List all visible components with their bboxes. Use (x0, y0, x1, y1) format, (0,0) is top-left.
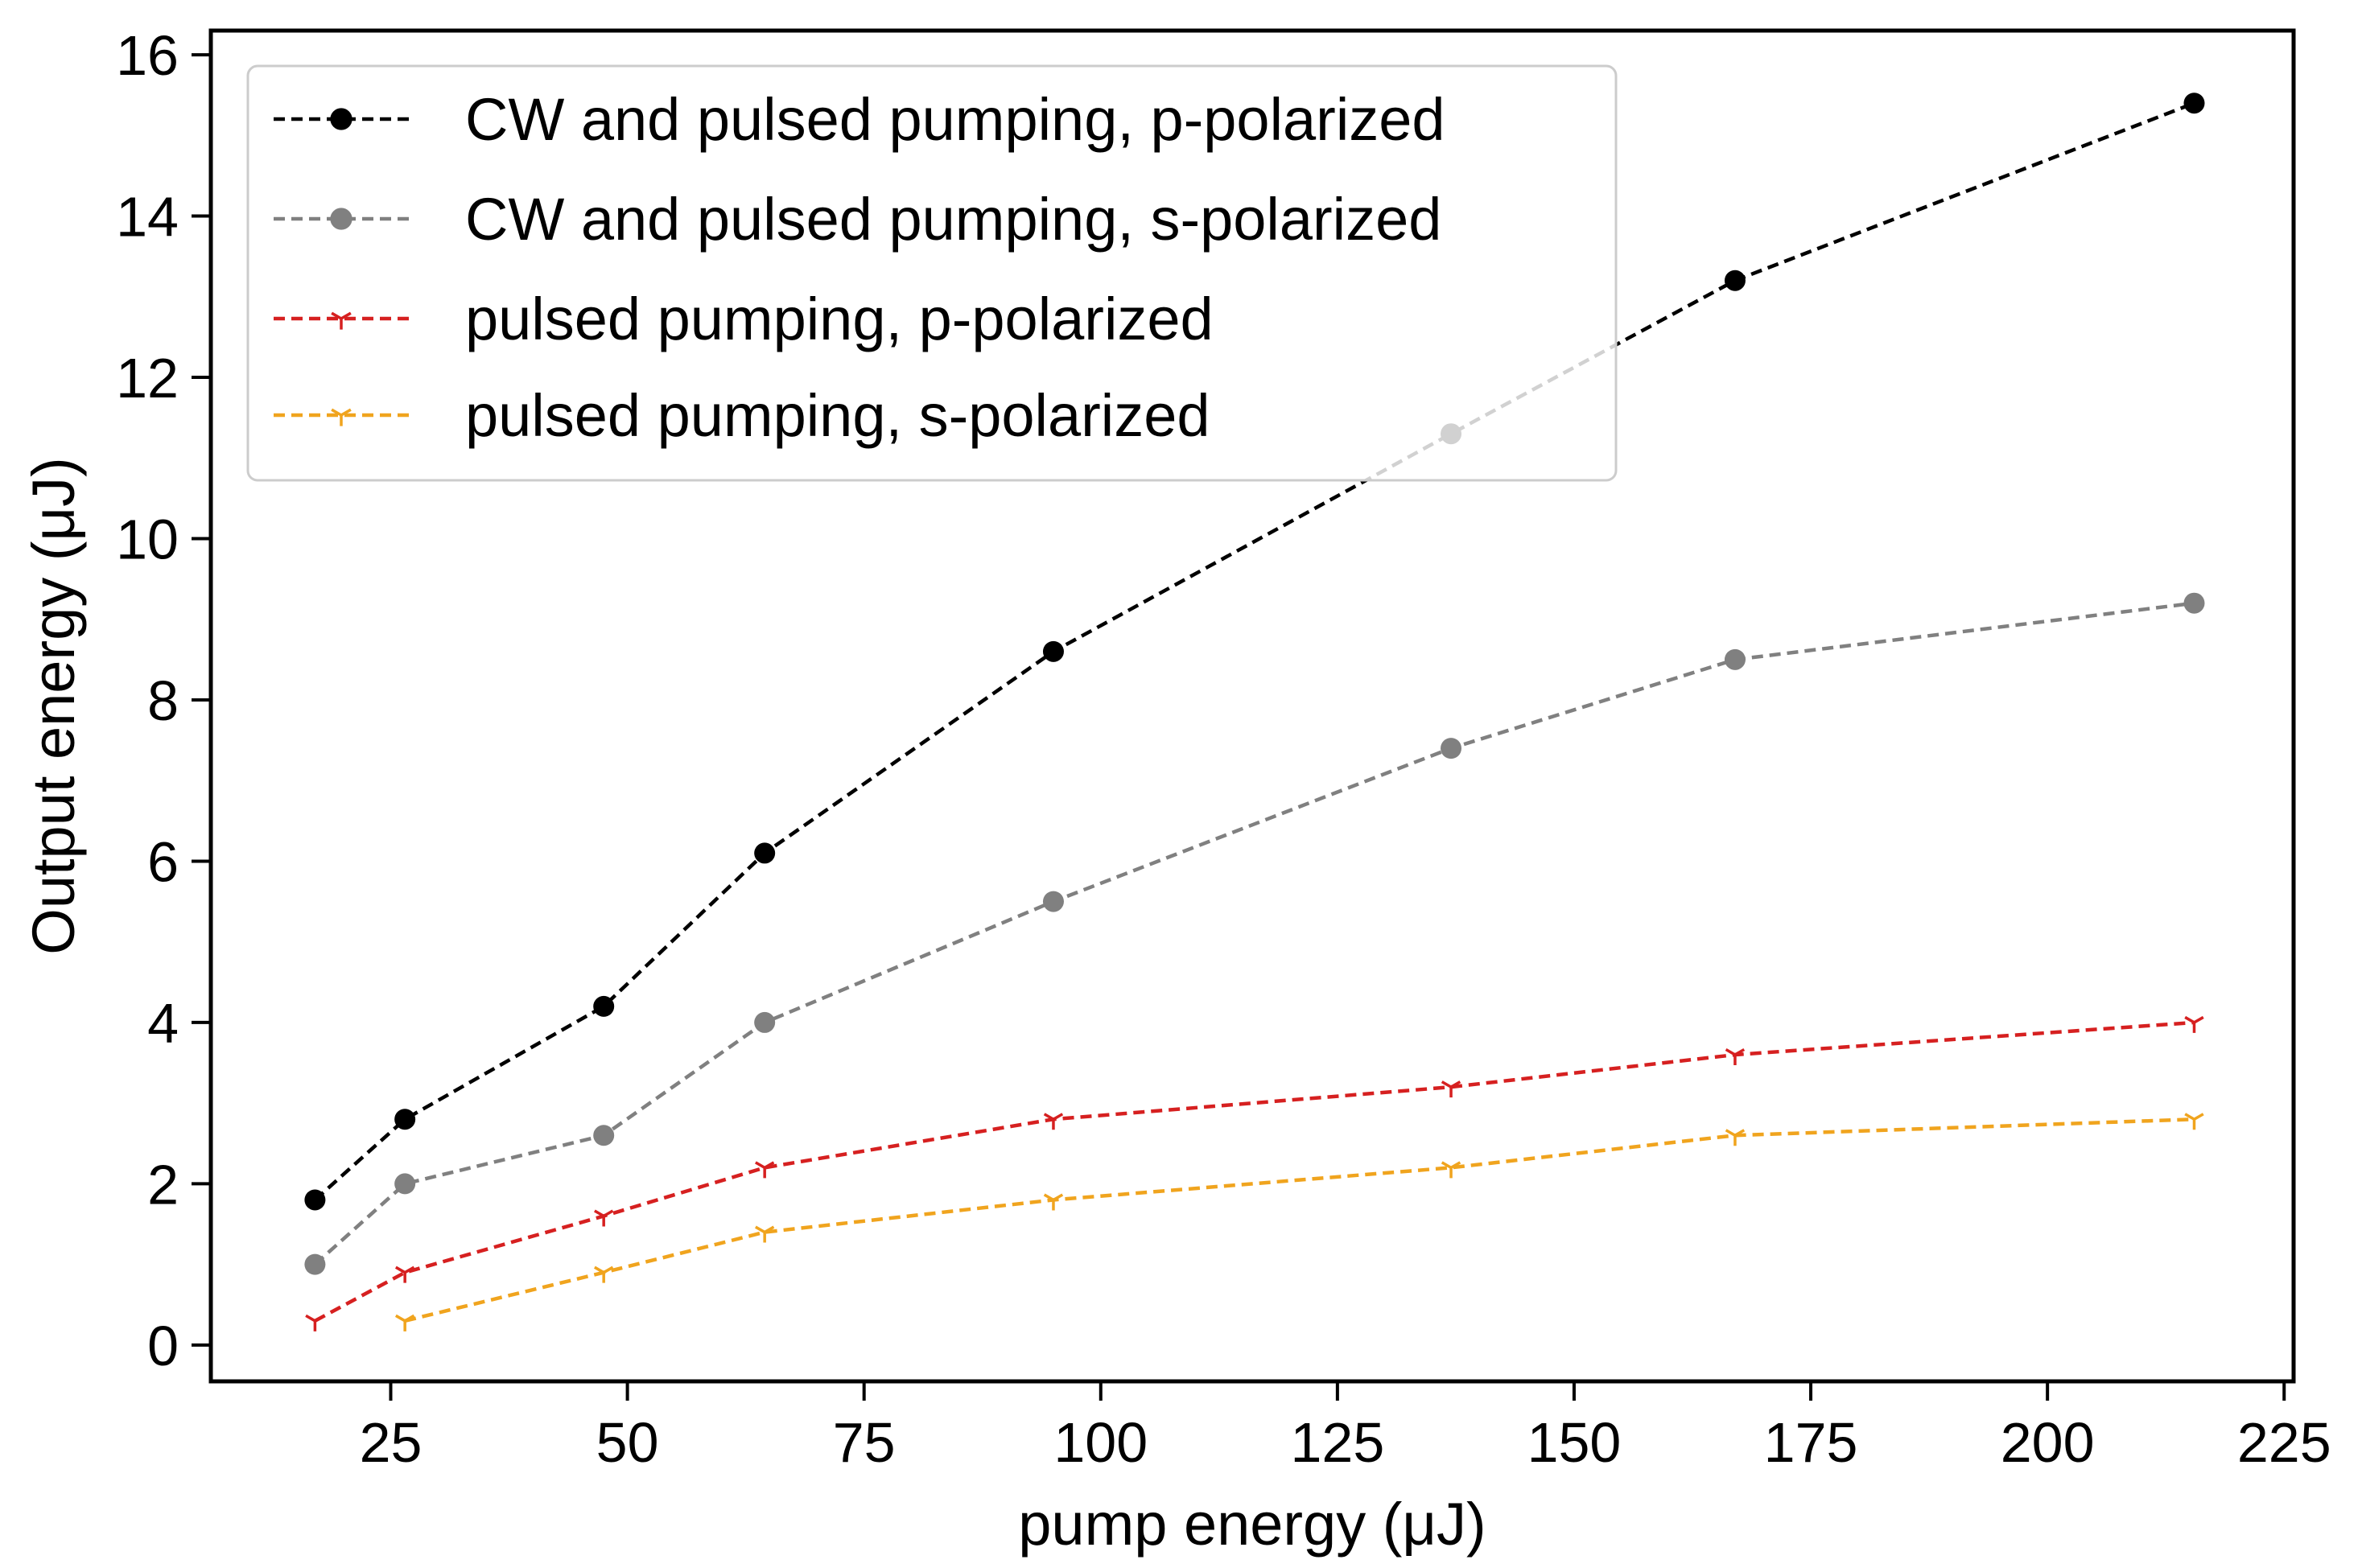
data-point (394, 1266, 415, 1283)
x-tick-label: 50 (596, 1411, 659, 1474)
data-point (394, 1173, 416, 1195)
y-tick-label: 8 (147, 669, 179, 732)
data-point (593, 995, 615, 1017)
x-tick-label: 175 (1764, 1411, 1858, 1474)
plot-area-frame (208, 28, 2296, 1384)
legend-label: pulsed pumping, p-polarized (465, 286, 1214, 352)
data-point (1043, 1193, 1064, 1211)
x-tick-label: 100 (1053, 1411, 1148, 1474)
legend-entry: CW and pulsed pumping, s-polarized (274, 186, 1441, 253)
y-tick-label: 6 (147, 830, 179, 893)
legend-entry: pulsed pumping, p-polarized (274, 286, 1214, 352)
data-point (754, 1225, 775, 1243)
data-point (2184, 1113, 2204, 1130)
x-axis-ticks: 25 50 75 100 125 150 175 200 225 (360, 1381, 2331, 1474)
data-point (1724, 270, 1746, 291)
data-point (594, 1209, 614, 1227)
legend: CW and pulsed pumping, p-polarized CW and… (246, 64, 1618, 482)
series-3 (305, 1015, 2204, 1331)
data-point (394, 1109, 416, 1130)
series-4 (394, 1113, 2204, 1331)
data-point (754, 842, 776, 864)
series-2 (304, 592, 2205, 1275)
x-tick-label: 150 (1527, 1411, 1622, 1474)
data-point (2183, 592, 2205, 614)
data-series (304, 93, 2205, 1331)
series-line (314, 1020, 2195, 1323)
series-line (313, 601, 2195, 1266)
legend-box (246, 64, 1618, 482)
data-point (1042, 640, 1064, 662)
data-point (754, 1161, 775, 1179)
x-axis-label: pump energy (μJ) (1018, 1491, 1486, 1558)
data-point (1042, 891, 1064, 912)
legend-label: CW and pulsed pumping, s-polarized (465, 186, 1441, 253)
data-point (394, 1314, 415, 1331)
legend-label: CW and pulsed pumping, p-polarized (465, 86, 1445, 153)
data-point (331, 408, 352, 426)
data-point (2183, 93, 2205, 114)
y-axis-label: Output energy (μJ) (20, 457, 87, 954)
data-point (754, 1011, 776, 1033)
data-point (330, 208, 352, 230)
y-tick-label: 14 (116, 186, 179, 249)
x-tick-label: 200 (2001, 1411, 2095, 1474)
data-point (1441, 1080, 1461, 1098)
x-tick-label: 125 (1290, 1411, 1384, 1474)
data-point (304, 1253, 326, 1275)
data-point (1725, 1129, 1746, 1146)
data-point (593, 1125, 615, 1146)
y-tick-label: 4 (147, 992, 179, 1055)
data-point (2184, 1015, 2204, 1033)
y-tick-label: 16 (116, 24, 179, 87)
y-tick-label: 10 (116, 508, 179, 571)
data-point (1725, 1048, 1746, 1066)
x-tick-label: 75 (833, 1411, 896, 1474)
y-axis-ticks: 0 2 4 6 8 10 12 14 16 (116, 24, 211, 1377)
data-point (594, 1266, 614, 1283)
x-tick-label: 25 (360, 1411, 423, 1474)
data-point (1724, 648, 1746, 670)
legend-label: pulsed pumping, s-polarized (465, 382, 1210, 449)
y-tick-label: 12 (116, 347, 179, 409)
y-tick-label: 0 (147, 1315, 179, 1377)
x-tick-label: 225 (2237, 1411, 2331, 1474)
series-line (313, 101, 2195, 1202)
data-point (331, 311, 352, 330)
data-point (1441, 738, 1462, 759)
data-point (305, 1314, 325, 1331)
data-point (1043, 1113, 1064, 1130)
y-tick-label: 2 (147, 1153, 179, 1216)
data-point (304, 1189, 326, 1211)
legend-entry: pulsed pumping, s-polarized (274, 382, 1210, 449)
data-point (330, 108, 352, 130)
legend-entry: CW and pulsed pumping, p-polarized (274, 86, 1445, 153)
data-point (1441, 1161, 1461, 1179)
